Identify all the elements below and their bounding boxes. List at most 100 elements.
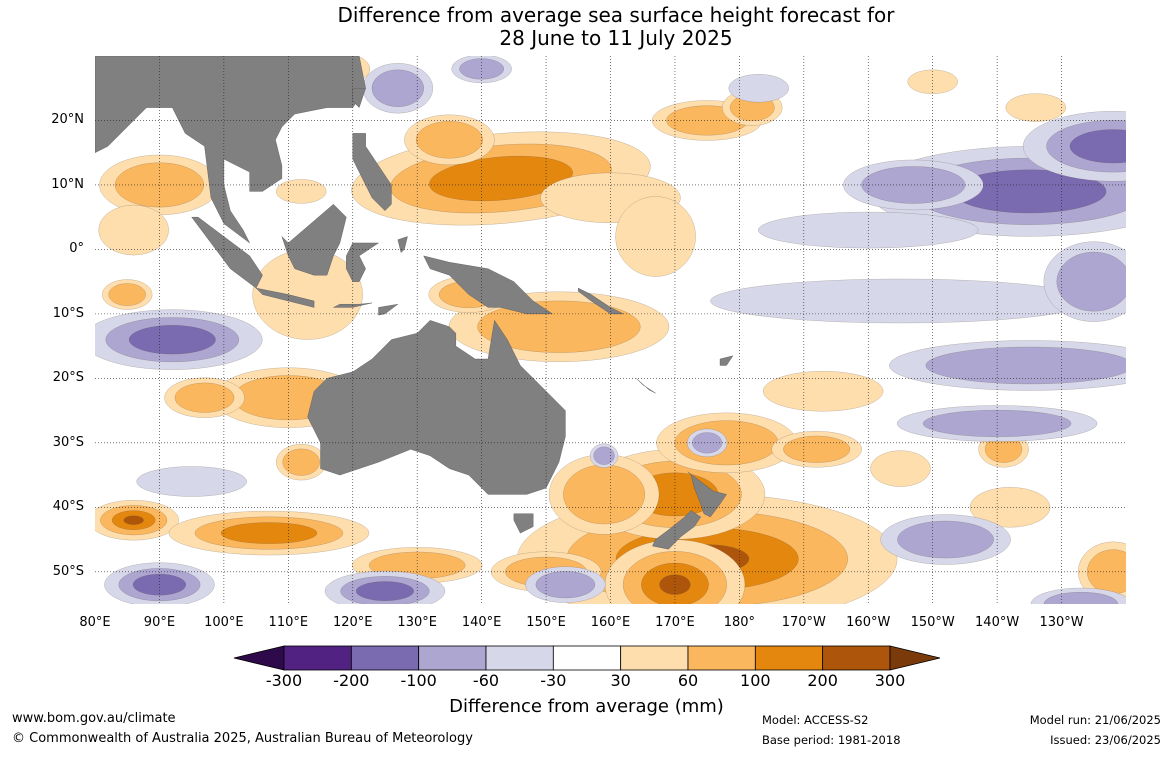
- land-timor: [378, 304, 398, 316]
- colorbar-bin: [687, 645, 756, 671]
- issued-date: Issued: 23/06/2025: [1050, 733, 1161, 747]
- longitude-label: 90°E: [143, 615, 176, 630]
- contour-region: [128, 325, 216, 355]
- colorbar: [233, 645, 941, 671]
- contour-region: [870, 450, 931, 487]
- map-area: [95, 56, 1126, 604]
- colorbar-bin: [283, 645, 352, 671]
- colorbar-tick-label: 200: [807, 671, 838, 690]
- latitude-label: 0°: [69, 241, 84, 257]
- longitude-label: 170°E: [655, 615, 695, 630]
- colorbar-bin: [822, 645, 891, 671]
- land-borneo: [281, 204, 347, 276]
- colorbar-bin: [485, 645, 554, 671]
- land-nz-north: [687, 471, 727, 518]
- latitude-label: 20°N: [51, 112, 84, 128]
- colorbar-title: Difference from average (mm): [449, 696, 724, 717]
- latitude-label: 40°S: [52, 499, 84, 515]
- colorbar-tick-label: 60: [677, 671, 699, 690]
- land-philippines: [352, 133, 392, 212]
- longitude-label: 160°W: [846, 615, 891, 630]
- map-title: Difference from average sea surface heig…: [0, 4, 1173, 50]
- latitude-label: 20°S: [52, 370, 84, 386]
- land-australia: [307, 319, 566, 495]
- contour-region: [563, 464, 645, 525]
- contour-region: [925, 346, 1126, 385]
- contour-region: [907, 69, 958, 94]
- latitude-label: 30°S: [52, 434, 84, 450]
- land-solomons: [578, 287, 624, 315]
- colorbar-tick-label: 300: [874, 671, 906, 690]
- contour-region: [174, 382, 235, 413]
- contour-region: [783, 435, 851, 463]
- model-run-date: Model run: 21/06/2025: [1029, 713, 1161, 727]
- land-taiwan: [352, 88, 366, 108]
- longitude-label: 120°E: [332, 615, 373, 630]
- colorbar-tick-label: -100: [400, 671, 437, 690]
- colorbar-tick-label: -30: [540, 671, 567, 690]
- model-name: Model: ACCESS-S2: [762, 713, 869, 727]
- longitude-label: 170°W: [781, 615, 826, 630]
- contour-region: [220, 522, 318, 544]
- website-link[interactable]: www.bom.gov.au/climate: [12, 711, 176, 726]
- colorbar-bin: [350, 645, 420, 671]
- colorbar-bin: [620, 645, 689, 671]
- contour-region: [922, 409, 1072, 437]
- contour-region: [615, 196, 696, 277]
- contour-region: [282, 448, 320, 476]
- colorbar-tick-label: 100: [740, 671, 771, 690]
- contour-region: [1056, 251, 1126, 312]
- colorbar-tick-label: -60: [472, 671, 500, 690]
- contour-region: [710, 278, 1091, 324]
- contour-region: [98, 204, 169, 256]
- land-sulawesi: [346, 242, 380, 282]
- contour-region: [355, 581, 414, 601]
- colorbar-tick-label: -200: [333, 671, 370, 690]
- longitude-label: 140°W: [975, 615, 1020, 630]
- colorbar-bin: [418, 645, 487, 671]
- land-new-caledonia: [636, 378, 656, 394]
- graticule: [95, 56, 1126, 604]
- latitude-label: 10°S: [52, 305, 84, 321]
- contour-region: [429, 155, 573, 202]
- contour-region: [1069, 129, 1126, 164]
- contour-region: [762, 371, 884, 412]
- contour-region: [276, 179, 327, 204]
- colorbar-bin: [552, 645, 622, 671]
- contour-region: [897, 520, 994, 559]
- title-line-1: Difference from average sea surface heig…: [337, 3, 895, 27]
- latitude-label: 50°S: [52, 563, 84, 579]
- contour-region: [1043, 591, 1119, 604]
- longitude-label: 150°E: [526, 615, 566, 630]
- colorbar-tick-label: 30: [610, 671, 631, 690]
- longitude-label: 150°W: [910, 615, 955, 630]
- longitude-label: 140°E: [461, 615, 502, 630]
- base-period: Base period: 1981-2018: [762, 733, 901, 747]
- land-new-guinea: [423, 255, 554, 315]
- contour-region: [593, 446, 615, 465]
- contour-region: [1005, 93, 1066, 122]
- contour-region: [415, 121, 483, 159]
- land-nz-south: [652, 510, 701, 550]
- longitude-label: 110°E: [268, 615, 309, 630]
- longitude-label: 160°E: [590, 615, 631, 630]
- longitude-label: 180°: [723, 615, 756, 630]
- longitude-label: 130°W: [1039, 615, 1084, 630]
- colorbar-tick-label: -300: [265, 671, 303, 690]
- contour-region: [123, 515, 144, 525]
- land-tasmania: [513, 513, 534, 534]
- contour-region: [535, 571, 596, 599]
- longitude-label: 100°E: [204, 615, 244, 630]
- landmasses: [95, 56, 734, 550]
- copyright-text: © Commonwealth of Australia 2025, Austra…: [12, 731, 473, 746]
- colorbar-extend-high: [889, 645, 941, 671]
- land-java: [255, 287, 315, 308]
- contour-region: [136, 466, 247, 497]
- contour-region: [108, 283, 146, 306]
- longitude-label: 80°E: [79, 615, 111, 630]
- contour-region: [371, 69, 424, 107]
- latitude-label: 10°N: [51, 176, 84, 192]
- title-line-2: 28 June to 11 July 2025: [499, 26, 733, 50]
- colorbar-bin: [754, 645, 824, 671]
